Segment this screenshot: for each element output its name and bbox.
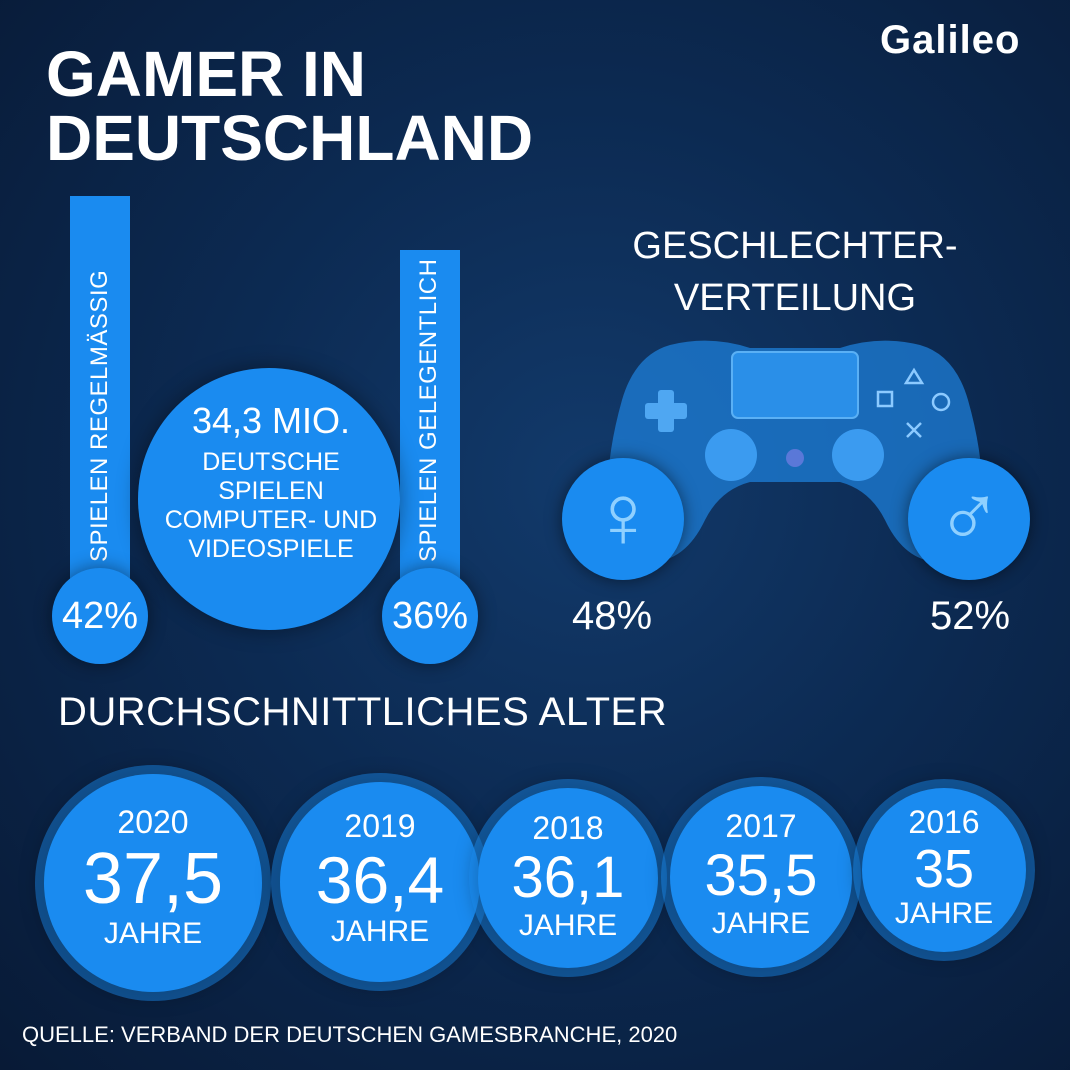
age-circle-2018: 2018 36,1 JAHRE: [478, 788, 658, 968]
age-unit: JAHRE: [518, 909, 618, 942]
total-players-line-2: SPIELEN: [218, 477, 324, 505]
total-players-circle: [138, 368, 400, 630]
age-value: 35,5: [704, 843, 818, 908]
total-players-value: 34,3 MIO.: [191, 400, 351, 441]
age-year: 2017: [725, 808, 797, 844]
age-unit: JAHRE: [330, 915, 430, 948]
gamepad-icon: [607, 340, 983, 562]
age-year: 2018: [532, 810, 604, 846]
pct-occasional: 36%: [382, 568, 478, 664]
age-title: DURCHSCHNITTLICHES ALTER: [58, 690, 668, 734]
pct-regular: 42%: [52, 568, 148, 664]
title-line-2: DEUTSCHLAND: [46, 102, 534, 174]
age-value: 36,4: [315, 843, 445, 917]
age-circle-2020: 2020 37,5 JAHRE: [44, 774, 262, 992]
age-circle-2017: 2017 35,5 JAHRE: [670, 786, 852, 968]
total-players-text: 34,3 MIO. DEUTSCHE SPIELEN COMPUTER- UND…: [140, 400, 402, 564]
gender-title-line-1: GESCHLECHTER-: [632, 225, 958, 267]
age-circle-2016: 2016 35 JAHRE: [862, 788, 1026, 952]
female-pct: 48%: [572, 594, 653, 638]
age-year: 2019: [344, 808, 416, 844]
age-unit: JAHRE: [711, 907, 811, 940]
female-symbol-icon: ♀: [589, 467, 657, 567]
male-circle: [908, 458, 1030, 580]
age-value: 35: [913, 839, 975, 899]
source-note: QUELLE: VERBAND DER DEUTSCHEN GAMESBRANC…: [22, 1022, 678, 1047]
brand-logo: Galileo: [880, 18, 1021, 62]
age-unit: JAHRE: [894, 897, 994, 930]
bar-label-regular: SPIELEN REGELMÄSSIG: [86, 269, 113, 562]
bar-regular: [70, 196, 130, 616]
male-pct: 52%: [930, 594, 1011, 638]
age-year: 2016: [908, 804, 980, 840]
gender-title: GESCHLECHTER- VERTEILUNG: [570, 220, 1020, 324]
page-title: GAMER IN DEUTSCHLAND: [46, 42, 606, 170]
age-year: 2020: [117, 804, 189, 840]
age-unit: JAHRE: [103, 917, 203, 950]
title-line-1: GAMER IN: [46, 38, 366, 110]
age-circle-2019: 2019 36,4 JAHRE: [280, 782, 480, 982]
age-value: 36,1: [511, 845, 625, 910]
gender-title-line-2: VERTEILUNG: [673, 277, 917, 319]
male-symbol-icon: ♂: [935, 467, 1003, 567]
total-players-line-1: DEUTSCHE: [202, 448, 340, 476]
bar-occasional: [400, 250, 460, 630]
total-players-line-4: VIDEOSPIELE: [188, 535, 354, 563]
bar-label-occasional: SPIELEN GELEGENTLICH: [415, 258, 442, 562]
female-circle: [562, 458, 684, 580]
age-value: 37,5: [82, 839, 224, 919]
total-players-line-3: COMPUTER- UND: [164, 506, 378, 534]
